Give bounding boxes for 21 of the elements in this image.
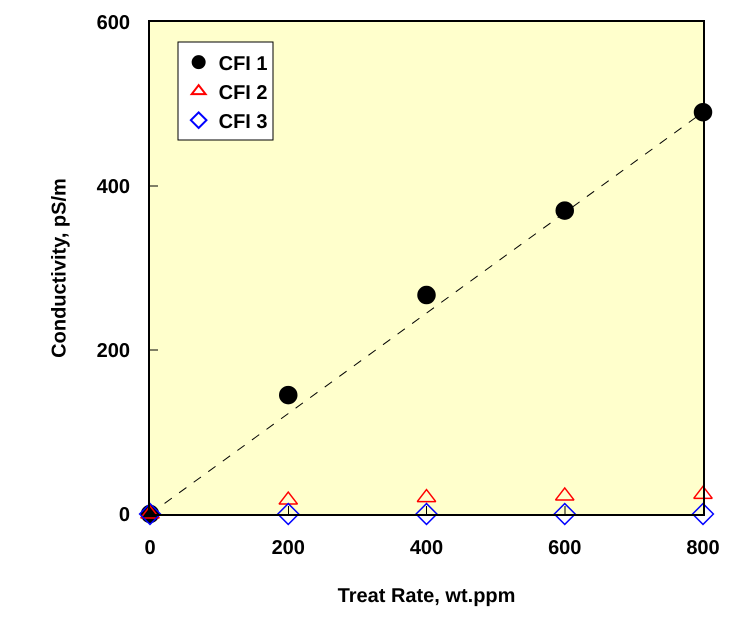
x-tick-label: 0 [144,537,156,559]
y-tick-label: 200 [96,340,130,362]
point [279,386,298,404]
y-tick-label: 0 [118,504,130,526]
point [277,502,300,526]
point [554,502,576,526]
x-axis-title: Treat Rate, wt.ppm [338,585,516,607]
y-tick-label: 600 [96,12,130,34]
x-tick-label: 800 [686,537,720,559]
point [692,502,714,526]
point [556,201,574,220]
point [415,502,438,526]
x-tick-label: 600 [548,537,582,559]
y-tick-label: 400 [96,176,130,198]
legend-label: CFI 2 [218,82,268,104]
y-axis-title: Conductivity, pS/m [48,178,71,358]
legend-label: CFI 1 [218,52,268,75]
x-tick-label: 200 [272,537,305,559]
legend-label: CFI 3 [218,110,268,133]
x-tick-label: 400 [410,537,444,559]
point [417,286,436,304]
